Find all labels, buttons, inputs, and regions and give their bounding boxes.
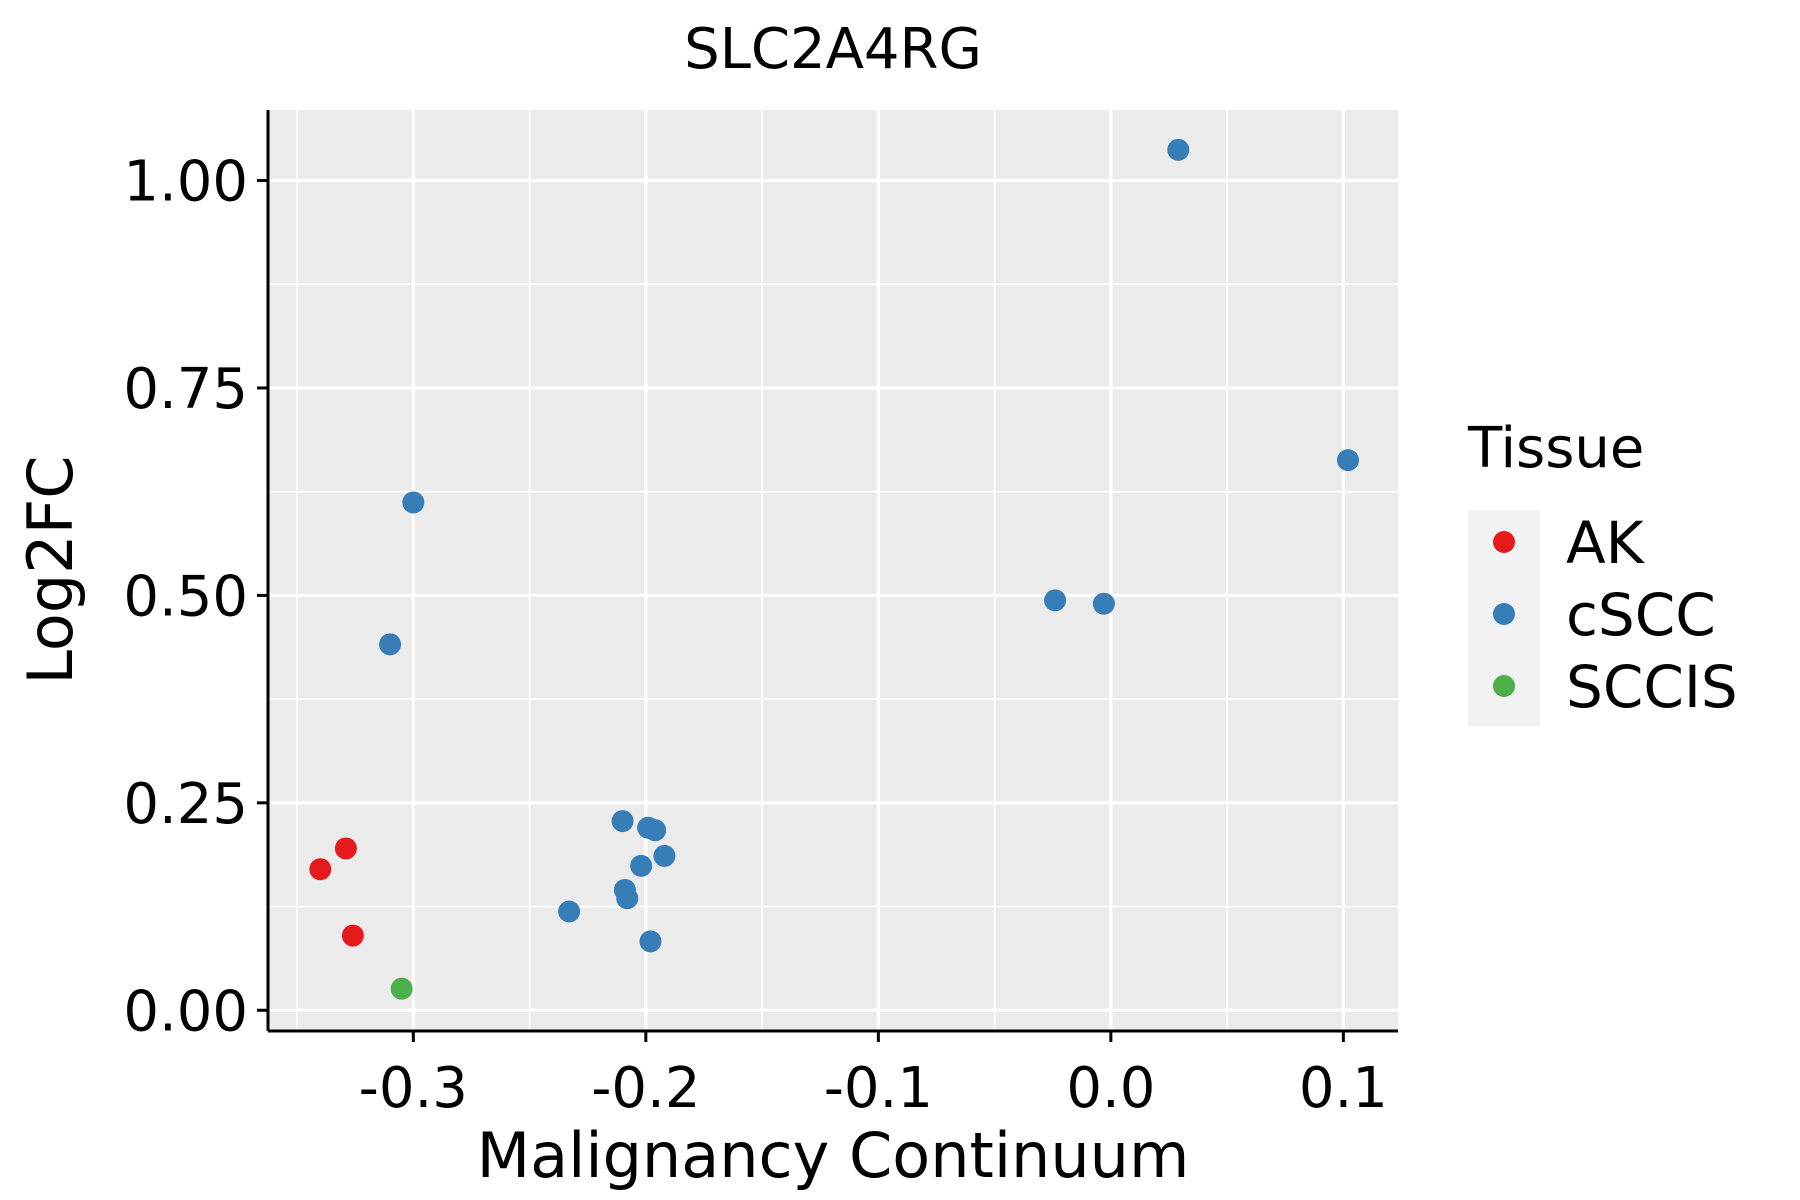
y-tick-label: 0.25 (123, 772, 248, 837)
x-tick-label: -0.2 (591, 1056, 700, 1121)
legend-title: Tissue (1467, 416, 1644, 481)
data-point-ak (341, 924, 364, 947)
data-point-cscc (1044, 589, 1067, 612)
y-tick-label: 1.00 (123, 150, 248, 215)
data-point-cscc (611, 810, 634, 833)
data-point-sccis (390, 977, 413, 1000)
x-axis-label: Malignancy Continuum (477, 1119, 1190, 1192)
y-axis-label: Log2FC (14, 455, 87, 684)
legend-key-ak (1493, 531, 1515, 553)
chart-title: SLC2A4RG (684, 17, 982, 82)
y-tick-label: 0.75 (123, 357, 248, 422)
data-point-cscc (1337, 449, 1360, 472)
plot-panel (268, 110, 1398, 1031)
data-point-ak (334, 837, 357, 860)
data-point-cscc (558, 900, 581, 923)
data-point-cscc (644, 819, 667, 842)
y-axis-ticks: 0.00 0.25 0.50 0.75 1.00 (123, 150, 268, 1044)
x-tick-label: 0.1 (1299, 1056, 1388, 1121)
data-point-cscc (653, 844, 676, 867)
data-point-cscc (639, 930, 662, 953)
data-point-cscc (1167, 138, 1190, 161)
legend-key-sccis (1493, 675, 1515, 697)
legend-label-sccis: SCCIS (1566, 653, 1738, 721)
data-point-cscc (402, 491, 425, 514)
x-tick-label: -0.3 (359, 1056, 468, 1121)
y-tick-label: 0.50 (123, 564, 248, 629)
y-tick-label: 0.00 (123, 979, 248, 1044)
data-point-cscc (616, 887, 639, 910)
legend-label-ak: AK (1566, 509, 1646, 577)
legend-key-cscc (1493, 603, 1515, 625)
x-tick-label: 0.0 (1066, 1056, 1155, 1121)
legend-label-cscc: cSCC (1566, 581, 1716, 649)
data-point-cscc (630, 854, 653, 877)
data-point-cscc (1092, 592, 1115, 615)
data-point-cscc (379, 633, 402, 656)
x-tick-label: -0.1 (824, 1056, 933, 1121)
data-points (309, 138, 1360, 1000)
x-axis-ticks: -0.3 -0.2 -0.1 0.0 0.1 (359, 1031, 1388, 1121)
data-point-ak (309, 858, 332, 881)
grid-lines (268, 110, 1398, 1031)
